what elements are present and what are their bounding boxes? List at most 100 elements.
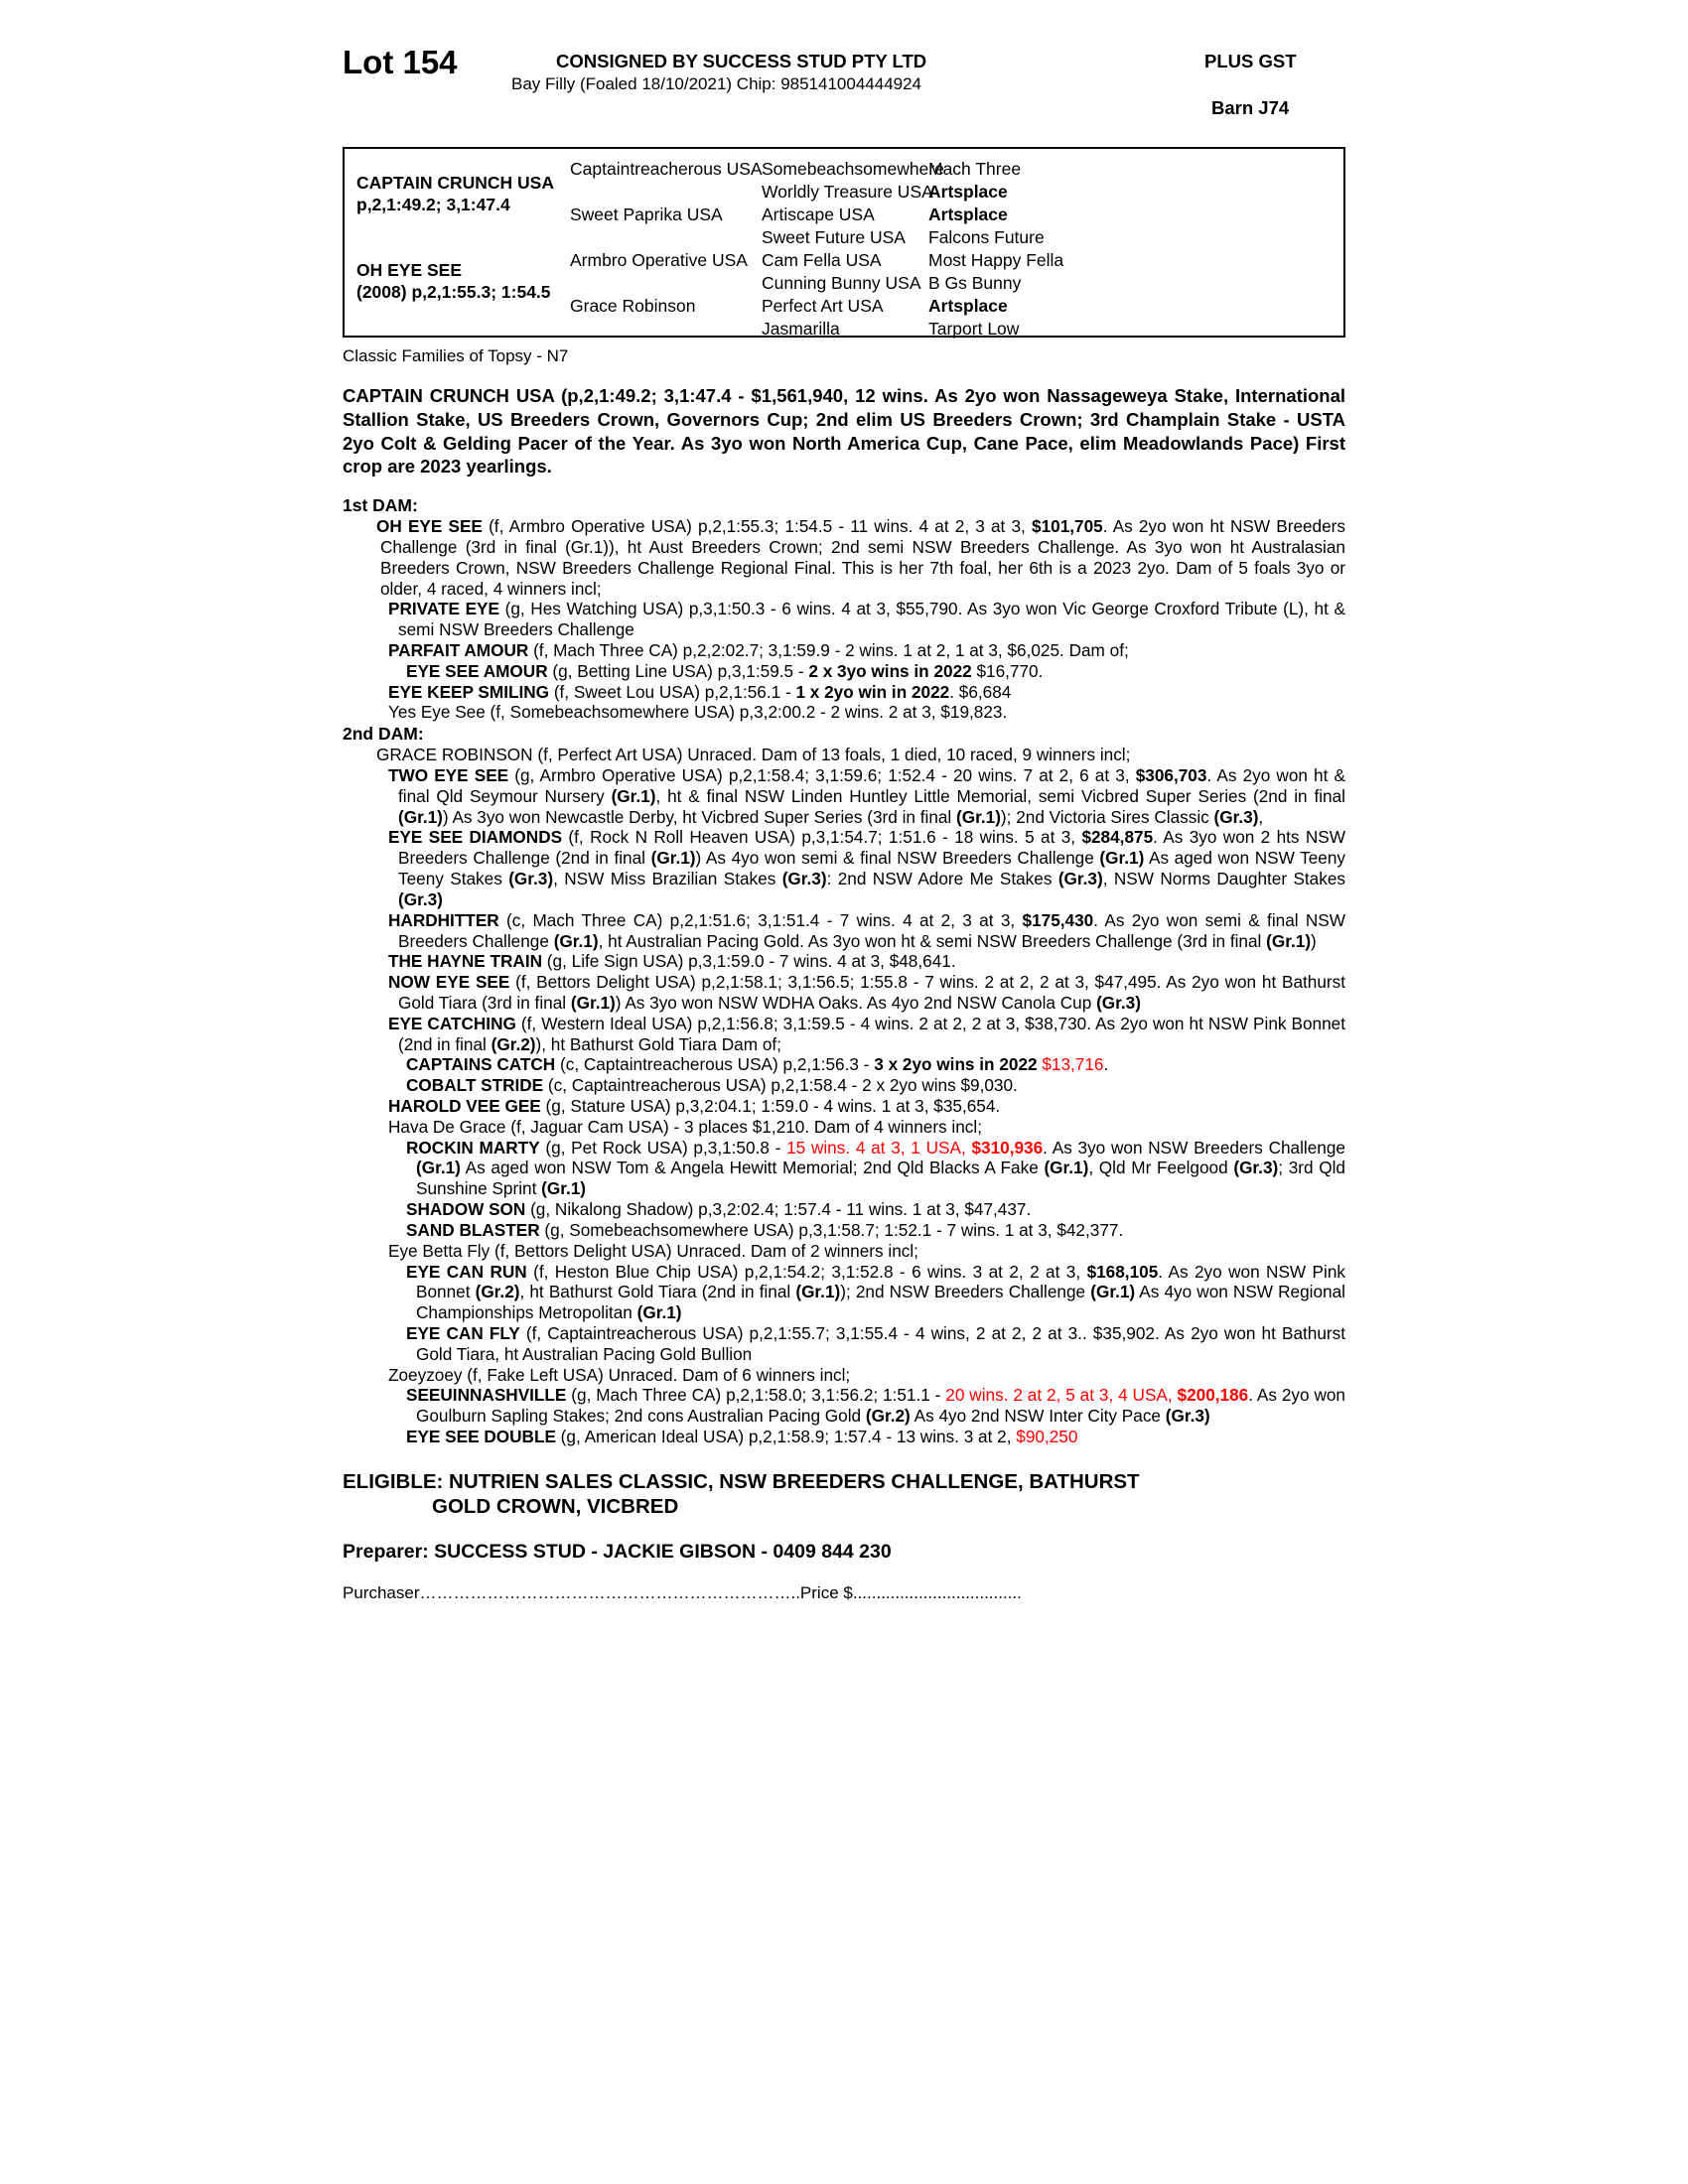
pedigree-cell: Artiscape USA — [762, 205, 875, 224]
pedigree-entry: SAND BLASTER (g, Somebeachsomewhere USA)… — [386, 1220, 1345, 1241]
pedigree-cell: Sweet Future USA — [762, 227, 906, 247]
entry-emphasis: 2 x 3yo wins in 2022 — [808, 660, 972, 681]
entry-text: (c, Mach Three CA) p,2,1:51.6; 3,1:51.4 … — [498, 909, 1023, 930]
sire-record: p,2,1:49.2; 3,1:47.4 — [356, 195, 510, 214]
pedigree-table: CAPTAIN CRUNCH USA p,2,1:49.2; 3,1:47.4 … — [343, 147, 1345, 338]
entry-emphasis: 1 x 2yo win in 2022 — [795, 681, 950, 702]
entry-text: (f, Armbro Operative USA) p,2,1:55.3; 1:… — [482, 516, 1033, 537]
entry-emphasis: SHADOW SON — [406, 1199, 526, 1220]
entry-text: (f, Rock N Roll Heaven USA) p,3,1:54.7; … — [562, 827, 1082, 848]
pedigree-entry: EYE KEEP SMILING (f, Sweet Lou USA) p,2,… — [368, 682, 1345, 703]
preparer-line: Preparer: SUCCESS STUD - JACKIE GIBSON -… — [343, 1540, 892, 1563]
entry-emphasis: (Gr.1) — [541, 1178, 587, 1199]
entry-emphasis: $284,875 — [1081, 827, 1154, 848]
entry-emphasis: SEEUINNASHVILLE — [406, 1385, 567, 1406]
horse-description: Bay Filly (Foaled 18/10/2021) Chip: 9851… — [511, 74, 922, 93]
lot-number: Lot 154 — [343, 44, 458, 80]
first-dam-heading: 1st DAM: — [343, 495, 418, 516]
pedigree-entry: COBALT STRIDE (c, Captaintreacherous USA… — [386, 1075, 1345, 1096]
pedigree-entry: Yes Eye See (f, Somebeachsomewhere USA) … — [368, 702, 1345, 723]
entry-emphasis: PRIVATE EYE — [388, 599, 499, 619]
pedigree-cell: Somebeachsomewhere — [762, 159, 944, 179]
entry-emphasis: HAROLD VEE GEE — [388, 1096, 541, 1116]
entry-text: (g, Nikalong Shadow) p,3,2:02.4; 1:57.4 … — [525, 1199, 1032, 1220]
entry-emphasis: (Gr.1) — [611, 785, 656, 806]
pedigree-cell: Tarport Low — [928, 319, 1020, 339]
barn-label: Barn J74 — [1211, 97, 1290, 118]
pedigree-entry: EYE SEE AMOUR (g, Betting Line USA) p,3,… — [386, 661, 1345, 682]
entry-emphasis: SAND BLASTER — [406, 1219, 540, 1240]
entry-text: (f, Bettors Delight USA) p,2,1:58.1; 3,1… — [398, 972, 1346, 1013]
entry-emphasis: (Gr.1) — [650, 848, 696, 869]
entry-text: As aged won NSW Tom & Angela Hewitt Memo… — [460, 1158, 1045, 1178]
dam-name: OH EYE SEE — [356, 260, 463, 280]
entry-text: Eye Betta Fly (f, Bettors Delight USA) U… — [388, 1240, 918, 1261]
entry-emphasis: (Gr.1) — [1266, 930, 1312, 951]
pedigree-entry: TWO EYE SEE (g, Armbro Operative USA) p,… — [368, 765, 1345, 827]
entry-emphasis: HARDHITTER — [388, 909, 499, 930]
entry-text: ) As 3yo won NSW WDHA Oaks. As 4yo 2nd N… — [615, 992, 1097, 1013]
entry-emphasis: (Gr.3) — [1165, 1406, 1210, 1427]
entry-emphasis: (Gr.1) — [570, 992, 616, 1013]
page-header: Lot 154 CONSIGNED BY SUCCESS STUD PTY LT… — [343, 44, 1345, 123]
entry-emphasis: (Gr.3) — [781, 869, 827, 889]
pedigree-entry: HARDHITTER (c, Mach Three CA) p,2,1:51.6… — [368, 910, 1345, 952]
entry-emphasis: COBALT STRIDE — [406, 1075, 544, 1096]
entry-text: ); 2nd NSW Breeders Challenge — [840, 1282, 1091, 1302]
entry-text: (g, Armbro Operative USA) p,2,1:58.4; 3,… — [508, 765, 1136, 785]
pedigree-cell: Captaintreacherous USA — [570, 159, 763, 179]
entry-emphasis: (Gr.1) — [398, 806, 443, 827]
entry-emphasis: $306,703 — [1135, 765, 1207, 785]
entry-text: (f, Western Ideal USA) p,2,1:56.8; 3,1:5… — [398, 1013, 1345, 1054]
entry-text: . As 2yo won NSW Pink Bonnet — [416, 1261, 1345, 1302]
entry-emphasis: TWO EYE SEE — [388, 765, 509, 785]
entry-text: . As 2yo won Goulburn Sapling Stakes; 2n… — [416, 1385, 1345, 1427]
entry-text: . As 2yo won ht & final Qld Seymour Nurs… — [398, 765, 1345, 806]
entry-emphasis: (Gr.1) — [956, 806, 1001, 827]
entry-text: (c, Captaintreacherous USA) p,2,1:56.3 - — [555, 1054, 875, 1075]
entry-text: . As 2yo won semi & final NSW Breeders C… — [398, 909, 1345, 951]
entry-text: ) As 4yo won semi & final NSW Breeders C… — [695, 848, 1100, 869]
entry-text: GRACE ROBINSON (f, Perfect Art USA) Unra… — [376, 745, 1131, 765]
pedigree-entry: PRIVATE EYE (g, Hes Watching USA) p,3,1:… — [368, 599, 1345, 640]
entry-text: Yes Eye See (f, Somebeachsomewhere USA) … — [388, 702, 1008, 723]
entry-emphasis: (Gr.1) — [416, 1158, 461, 1178]
entry-emphasis: ROCKIN MARTY — [406, 1137, 540, 1158]
pedigree-cell: Worldly Treasure USA — [762, 182, 933, 202]
second-dam-heading: 2nd DAM: — [343, 724, 424, 745]
entry-emphasis: $168,105 — [1086, 1261, 1159, 1282]
entry-emphasis: $310,936 — [971, 1137, 1044, 1158]
pedigree-cell: Artsplace — [928, 205, 1008, 224]
entry-emphasis: (Gr.3) — [1096, 992, 1141, 1013]
entry-emphasis: THE HAYNE TRAIN — [388, 951, 543, 972]
entry-text: (g, Mach Three CA) p,2,1:58.0; 3,1:56.2;… — [566, 1385, 946, 1406]
entry-emphasis: EYE SEE DIAMONDS — [388, 827, 563, 848]
entry-emphasis: NOW EYE SEE — [388, 972, 510, 993]
entry-emphasis: (Gr.1) — [1090, 1282, 1136, 1302]
entry-text: . $6,684 — [949, 681, 1012, 702]
entry-text: (g, Betting Line USA) p,3,1:59.5 - — [547, 660, 809, 681]
pedigree-entry: CAPTAINS CATCH (c, Captaintreacherous US… — [386, 1054, 1345, 1075]
entry-text: (g, American Ideal USA) p,2,1:58.9; 1:57… — [555, 1427, 1017, 1446]
pedigree-entry: EYE CATCHING (f, Western Ideal USA) p,2,… — [368, 1014, 1345, 1055]
pedigree-entry: Eye Betta Fly (f, Bettors Delight USA) U… — [368, 1241, 1345, 1262]
pedigree-entry: PARFAIT AMOUR (f, Mach Three CA) p,2,2:0… — [368, 640, 1345, 661]
entry-emphasis: (Gr.2) — [491, 1033, 536, 1054]
entry-text: ); 2nd Victoria Sires Classic — [1000, 806, 1214, 827]
pedigree-cell: Artsplace — [928, 296, 1008, 316]
entry-emphasis: (Gr.2) — [865, 1406, 911, 1427]
entry-emphasis: $175,430 — [1022, 909, 1094, 930]
entry-text: ) As 3yo won Newcastle Derby, ht Vicbred… — [442, 806, 957, 827]
entry-text: 20 wins. 2 at 2, 5 at 3, 4 USA, — [945, 1385, 1178, 1406]
second-dam-entries: GRACE ROBINSON (f, Perfect Art USA) Unra… — [343, 745, 1345, 1447]
pedigree-entry: EYE CAN RUN (f, Heston Blue Chip USA) p,… — [386, 1262, 1345, 1323]
entry-emphasis: (Gr.3) — [1057, 869, 1103, 889]
entry-emphasis: (Gr.3) — [1213, 806, 1259, 827]
first-dam-entries: OH EYE SEE (f, Armbro Operative USA) p,2… — [343, 516, 1345, 723]
pedigree-entry: NOW EYE SEE (f, Bettors Delight USA) p,2… — [368, 972, 1345, 1014]
pedigree-column-grandparents: Captaintreacherous USA Sweet Paprika USA… — [570, 149, 774, 336]
pedigree-cell: Perfect Art USA — [762, 296, 884, 316]
pedigree-entry: HAROLD VEE GEE (g, Stature USA) p,3,2:04… — [368, 1096, 1345, 1117]
classic-families-line: Classic Families of Topsy - N7 — [343, 346, 569, 365]
